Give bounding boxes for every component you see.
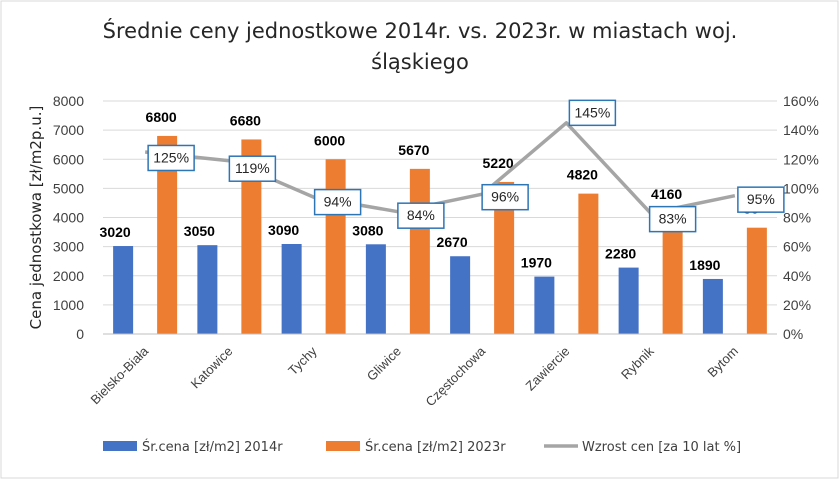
data-label-2023: 5670 bbox=[398, 142, 429, 158]
y2-tick-label: 80% bbox=[783, 210, 811, 226]
bar-2014 bbox=[113, 246, 134, 334]
bar-2023 bbox=[325, 159, 346, 334]
bar-2014 bbox=[534, 276, 555, 334]
y-tick-label: 0 bbox=[76, 326, 84, 342]
legend-label-2014: Śr.cena [zł/m2] 2014r bbox=[142, 439, 283, 455]
legend-swatch-2023 bbox=[326, 441, 360, 451]
growth-label-box bbox=[648, 205, 697, 233]
x-category-label: Bielsko-Biała bbox=[87, 343, 151, 407]
data-label-2014: 2280 bbox=[605, 246, 636, 262]
x-category-label: Częstochowa bbox=[422, 343, 488, 409]
bar-2023 bbox=[241, 139, 262, 334]
y-tick-label: 4000 bbox=[53, 210, 84, 226]
growth-label-box bbox=[397, 202, 445, 229]
x-category-label: Rybnik bbox=[618, 343, 657, 382]
chart-title-line-2: śląskiego bbox=[371, 50, 469, 74]
x-category-label: Zawiercie bbox=[523, 344, 573, 394]
x-category-label: Bytom bbox=[704, 344, 741, 381]
data-label-2023: 6800 bbox=[146, 109, 177, 125]
x-category-label: Katowice bbox=[188, 344, 236, 392]
bar-2014 bbox=[197, 245, 218, 334]
chart-title: Średnie ceny jednostkowe 2014r. vs. 2023… bbox=[0, 16, 840, 78]
data-label-2014: 1970 bbox=[521, 255, 552, 271]
data-label-2023: 6680 bbox=[230, 112, 261, 128]
data-label-2014: 1890 bbox=[689, 257, 720, 273]
bar-2014 bbox=[450, 256, 471, 334]
growth-label: 94% bbox=[324, 194, 352, 210]
growth-label: 145% bbox=[574, 104, 610, 120]
data-label-2014: 3090 bbox=[268, 222, 299, 238]
legend-swatch-2014 bbox=[103, 441, 137, 451]
legend-label-2023: Śr.cena [zł/m2] 2023r bbox=[365, 439, 506, 455]
data-label-2014: 3050 bbox=[184, 223, 215, 239]
data-label-2023: 5220 bbox=[483, 155, 514, 171]
legend-label-growth: Wzrost cen [za 10 lat %] bbox=[582, 440, 741, 455]
y-tick-label: 5000 bbox=[53, 180, 84, 196]
y2-tick-label: 120% bbox=[783, 151, 819, 167]
bar-2014 bbox=[702, 278, 723, 334]
growth-label-box bbox=[568, 99, 617, 127]
data-label-2023: 6000 bbox=[314, 132, 345, 148]
growth-label-box bbox=[228, 155, 277, 182]
y-tick-label: 6000 bbox=[53, 151, 84, 167]
growth-label-box bbox=[313, 188, 362, 216]
bar-2023 bbox=[157, 135, 178, 334]
y-tick-label: 2000 bbox=[53, 268, 84, 284]
bar-2023 bbox=[578, 193, 599, 334]
y2-tick-label: 20% bbox=[783, 297, 811, 313]
data-label-2014: 3080 bbox=[352, 222, 383, 238]
growth-label: 119% bbox=[235, 160, 270, 176]
growth-label: 96% bbox=[491, 189, 519, 205]
data-label-2014: 2670 bbox=[437, 234, 468, 250]
growth-label: 84% bbox=[407, 207, 435, 223]
growth-label-box bbox=[481, 183, 529, 211]
bar-2014 bbox=[618, 267, 639, 334]
bar-2023 bbox=[746, 227, 767, 334]
data-label-2023: 4160 bbox=[651, 186, 682, 202]
data-label-2014: 3020 bbox=[100, 224, 131, 240]
growth-label-box bbox=[147, 144, 195, 172]
bar-2023 bbox=[409, 168, 430, 334]
x-category-label: Gliwice bbox=[364, 344, 404, 384]
y2-tick-label: 140% bbox=[783, 122, 819, 138]
y2-tick-label: 0% bbox=[783, 326, 803, 342]
chart-title-line-1: Średnie ceny jednostkowe 2014r. vs. 2023… bbox=[102, 19, 738, 43]
growth-label: 95% bbox=[747, 191, 775, 207]
y-tick-label: 1000 bbox=[53, 297, 84, 313]
y-tick-label: 8000 bbox=[53, 93, 84, 109]
y2-tick-label: 160% bbox=[783, 93, 819, 109]
y-tick-label: 3000 bbox=[53, 239, 84, 255]
growth-label-box bbox=[737, 186, 785, 213]
bar-2023 bbox=[494, 181, 515, 334]
y2-tick-label: 60% bbox=[783, 239, 811, 255]
y2-tick-label: 40% bbox=[783, 268, 811, 284]
y2-tick-label: 100% bbox=[783, 180, 819, 196]
bar-2014 bbox=[281, 244, 302, 334]
growth-label: 125% bbox=[153, 149, 189, 165]
bar-2023 bbox=[662, 212, 683, 334]
y-axis-title: Cena jednostkowa [zł/m2p.u.] bbox=[27, 106, 45, 330]
y-tick-label: 7000 bbox=[53, 122, 84, 138]
data-label-2023: 4820 bbox=[567, 167, 598, 183]
x-category-label: Tychy bbox=[285, 343, 320, 378]
bar-2014 bbox=[365, 244, 386, 334]
growth-label: 83% bbox=[659, 211, 687, 227]
